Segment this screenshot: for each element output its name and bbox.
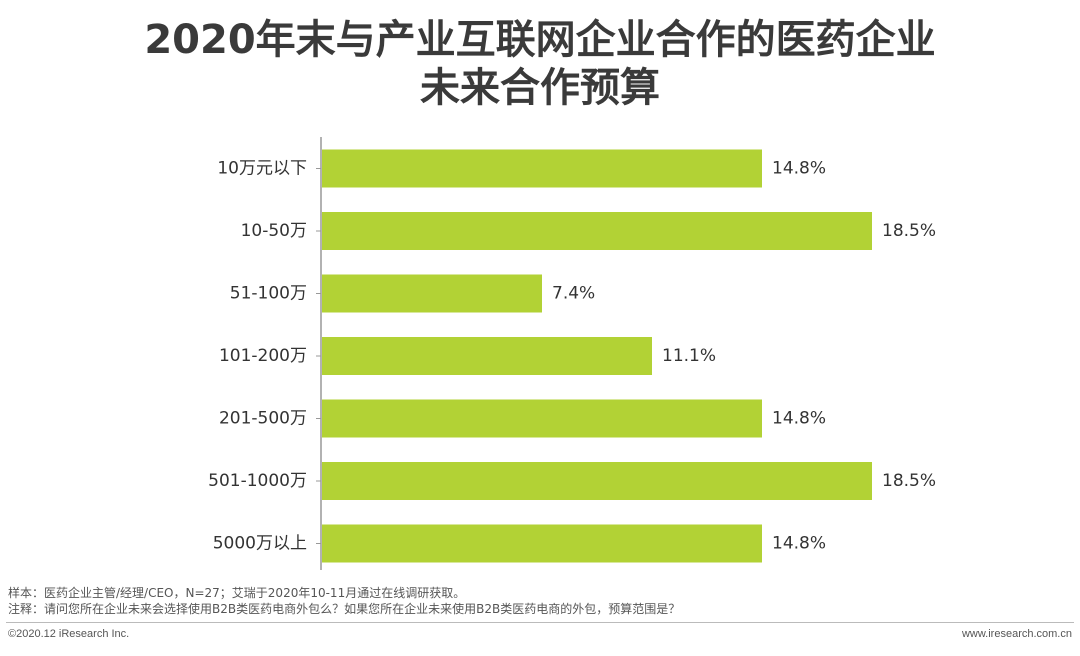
value-label: 14.8% bbox=[772, 534, 826, 554]
bar-chart: 10万元以下 14.8% 10-50万 18.5% 51-100万 7.4% 101-200… bbox=[208, 137, 936, 570]
category-label: 101-200万 bbox=[219, 346, 307, 366]
category-label: 5000万以上 bbox=[213, 534, 307, 554]
bar bbox=[322, 337, 652, 375]
category-label: 201-500万 bbox=[219, 409, 307, 429]
value-label: 14.8% bbox=[772, 409, 826, 429]
value-label: 14.8% bbox=[772, 159, 826, 179]
value-label: 18.5% bbox=[882, 221, 936, 241]
bar bbox=[322, 212, 872, 250]
chart-title-line2: 未来合作预算 bbox=[420, 65, 660, 111]
sample-note: 样本：医药企业主管/经理/CEO，N=27；艾瑞于2020年10-11月通过在线… bbox=[8, 586, 466, 600]
value-label: 11.1% bbox=[662, 346, 716, 366]
copyright-text: ©2020.12 iResearch Inc. bbox=[8, 628, 130, 640]
chart-title-line1: 2020年末与产业互联网企业合作的医药企业 bbox=[144, 17, 936, 63]
value-label: 18.5% bbox=[882, 471, 936, 491]
bar bbox=[322, 524, 762, 563]
footer-divider bbox=[6, 622, 1074, 623]
bar bbox=[322, 399, 762, 438]
category-label: 10万元以下 bbox=[217, 159, 307, 179]
category-label: 501-1000万 bbox=[208, 471, 307, 491]
bar bbox=[322, 274, 542, 313]
category-label: 51-100万 bbox=[230, 284, 307, 304]
website-link[interactable]: www.iresearch.com.cn bbox=[961, 628, 1072, 640]
category-label: 10-50万 bbox=[241, 221, 307, 241]
bar bbox=[322, 462, 872, 500]
value-label: 7.4% bbox=[552, 284, 595, 304]
bar bbox=[322, 149, 762, 188]
chart-title: 2020年末与产业互联网企业合作的医药企业 未来合作预算 bbox=[0, 16, 1080, 112]
annotation-note: 注释：请问您所在企业未来会选择使用B2B类医药电商外包么？如果您所在企业未来使用… bbox=[8, 602, 681, 616]
